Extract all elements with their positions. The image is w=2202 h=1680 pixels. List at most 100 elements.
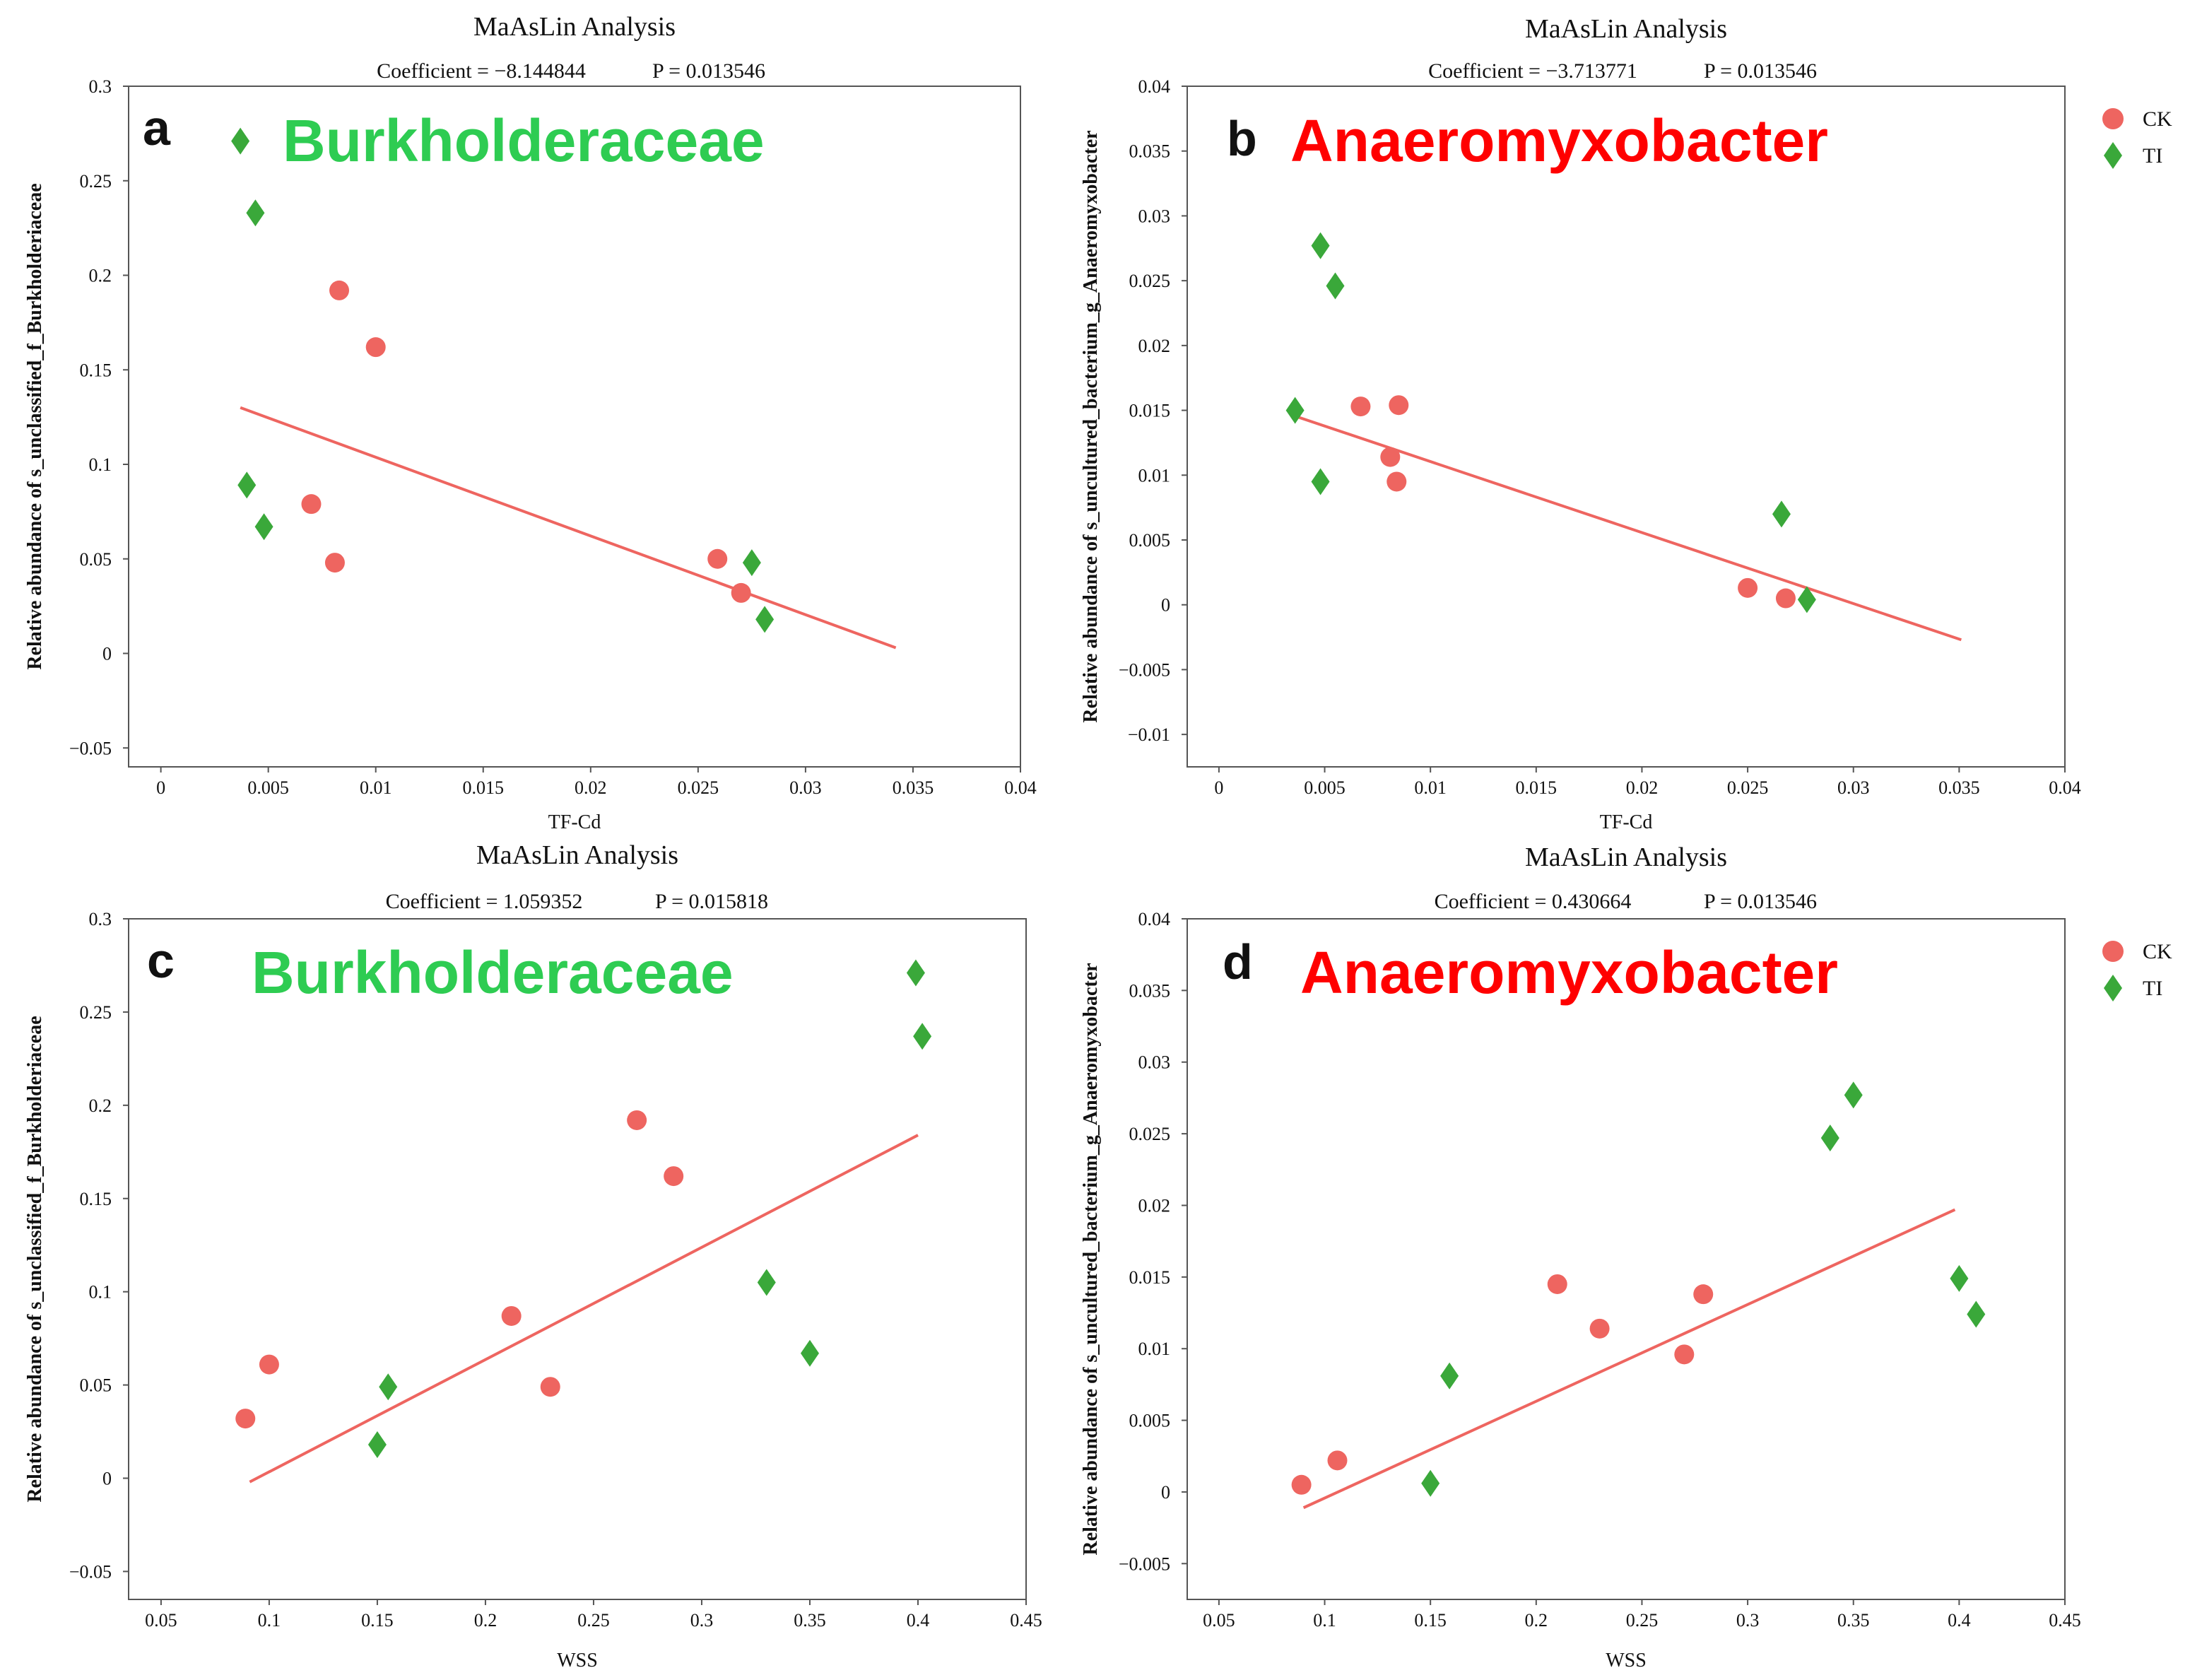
regression-line [1302,1208,1956,1510]
x-tick-label: 0.035 [1938,777,1980,798]
x-tick-label: 0.2 [474,1610,497,1631]
y-tick-label: 0.03 [1138,1052,1171,1073]
data-point-ti [742,549,761,577]
legend-label-ti: TI [2143,977,2162,1000]
y-tick-label: 0.2 [89,1095,112,1116]
data-point-ti [1311,468,1330,495]
x-tick-label: 0.02 [575,777,607,798]
data-point-ti [1967,1300,1986,1328]
coefficient-label: Coefficient = 0.430664 [1435,890,1632,913]
x-tick-label: 0.01 [1414,777,1447,798]
data-point-ti [1950,1264,1969,1292]
data-point-ck [259,1354,279,1375]
y-tick-label: 0 [102,1469,112,1489]
y-tick-label: −0.05 [69,738,112,758]
y-axis-label: Relative abundance of s_unclassified_f_B… [24,183,46,669]
y-tick-label: 0.005 [1129,530,1171,551]
x-axis-label: WSS [557,1650,598,1672]
taxon-label: Anaeromyxobacter [1290,107,1828,174]
p-value-label: P = 0.013546 [1704,59,1817,83]
legend-label-ck: CK [2143,107,2172,131]
y-tick-label: 0.3 [89,76,112,97]
y-tick-label: 0.1 [89,1282,112,1303]
data-point-ti [906,959,925,987]
coefficient-label: Coefficient = 1.059352 [386,890,583,913]
data-point-ck [707,548,728,569]
legend-marker-ck [2102,108,2124,129]
y-tick-label: 0 [1161,1482,1170,1503]
x-tick-label: 0.1 [258,1610,281,1631]
y-tick-label: 0.035 [1129,980,1171,1001]
data-point-ck [1380,447,1401,467]
x-tick-label: 0 [156,777,165,798]
y-tick-label: 0.01 [1138,465,1171,486]
y-tick-label: −0.01 [1128,724,1170,745]
x-tick-label: 0.25 [1626,1610,1659,1631]
legend-label-ti: TI [2143,144,2162,168]
x-tick-label: 0.25 [577,1610,610,1631]
data-point-ck [664,1166,684,1187]
x-tick-label: 0.035 [893,777,934,798]
data-point-ti [1440,1362,1459,1390]
data-point-ti [379,1373,398,1401]
data-point-ck [365,337,386,358]
plot-frame [1187,86,2066,768]
y-tick-label: 0.02 [1138,336,1171,356]
y-tick-label: 0.2 [89,266,112,286]
data-point-ck [627,1110,647,1130]
chart-title: MaAsLin Analysis [1525,842,1727,872]
coefficient-label: Coefficient = −8.144844 [377,59,586,83]
data-point-ck [1547,1274,1567,1294]
panel-letter: d [1223,934,1253,989]
y-tick-label: 0.05 [80,1375,112,1396]
x-tick-label: 0.03 [1837,777,1870,798]
data-point-ti [254,513,273,541]
data-point-ti [1772,500,1791,528]
p-value-label: P = 0.015818 [655,890,768,913]
chart-title: MaAsLin Analysis [1525,14,1727,44]
legend: CK TI [2102,107,2172,169]
x-tick-label: 0.45 [2049,1610,2081,1631]
chart-panel-d: MaAsLin Analysis Coefficient = 0.430664 P … [1080,842,2172,1672]
x-tick-label: 0.35 [1837,1610,1870,1631]
y-tick-label: 0.15 [80,360,112,380]
data-point-ck [1350,396,1371,417]
regression-line [240,406,897,650]
data-point-ti [246,199,265,227]
data-point-ti [755,606,775,633]
x-tick-label: 0.3 [690,1610,714,1631]
data-point-ck [329,280,350,300]
x-tick-label: 0.4 [907,1610,930,1631]
data-point-ti [1820,1124,1839,1152]
y-tick-label: 0.3 [89,909,112,929]
y-axis-label: Relative abundance of s_uncultured_bacte… [1080,130,1102,722]
x-tick-label: 0.04 [2049,777,2081,798]
chart-title: MaAsLin Analysis [476,840,678,870]
data-point-ti [237,471,257,499]
y-tick-label: 0.25 [80,171,112,192]
y-tick-label: 0.05 [80,549,112,570]
y-tick-label: −0.05 [69,1561,112,1582]
chart-panel-c: MaAsLin Analysis Coefficient = 1.059352 P … [24,840,1042,1672]
data-point-ck [1775,588,1796,609]
data-point-ck [235,1409,256,1429]
plot-frame [128,918,1027,1600]
x-tick-label: 0.04 [1004,777,1037,798]
panel-letter: a [143,100,171,155]
data-point-ck [731,582,751,603]
p-value-label: P = 0.013546 [652,59,765,83]
y-tick-label: 0.015 [1129,401,1171,421]
data-point-ti [231,127,250,155]
coefficient-label: Coefficient = −3.713771 [1428,59,1637,83]
x-tick-label: 0.35 [794,1610,826,1631]
data-point-ck [1589,1318,1610,1339]
legend-marker-ti [2104,975,2122,1001]
x-axis-label: WSS [1606,1650,1647,1672]
data-point-ck [1674,1344,1695,1365]
data-point-ck [1291,1474,1312,1495]
y-tick-label: 0.25 [80,1002,112,1023]
legend-marker-ck [2102,941,2124,962]
y-tick-label: 0.025 [1129,271,1171,291]
x-tick-label: 0.025 [1727,777,1769,798]
y-axis-label: Relative abundance of s_unclassified_f_B… [24,1016,46,1502]
